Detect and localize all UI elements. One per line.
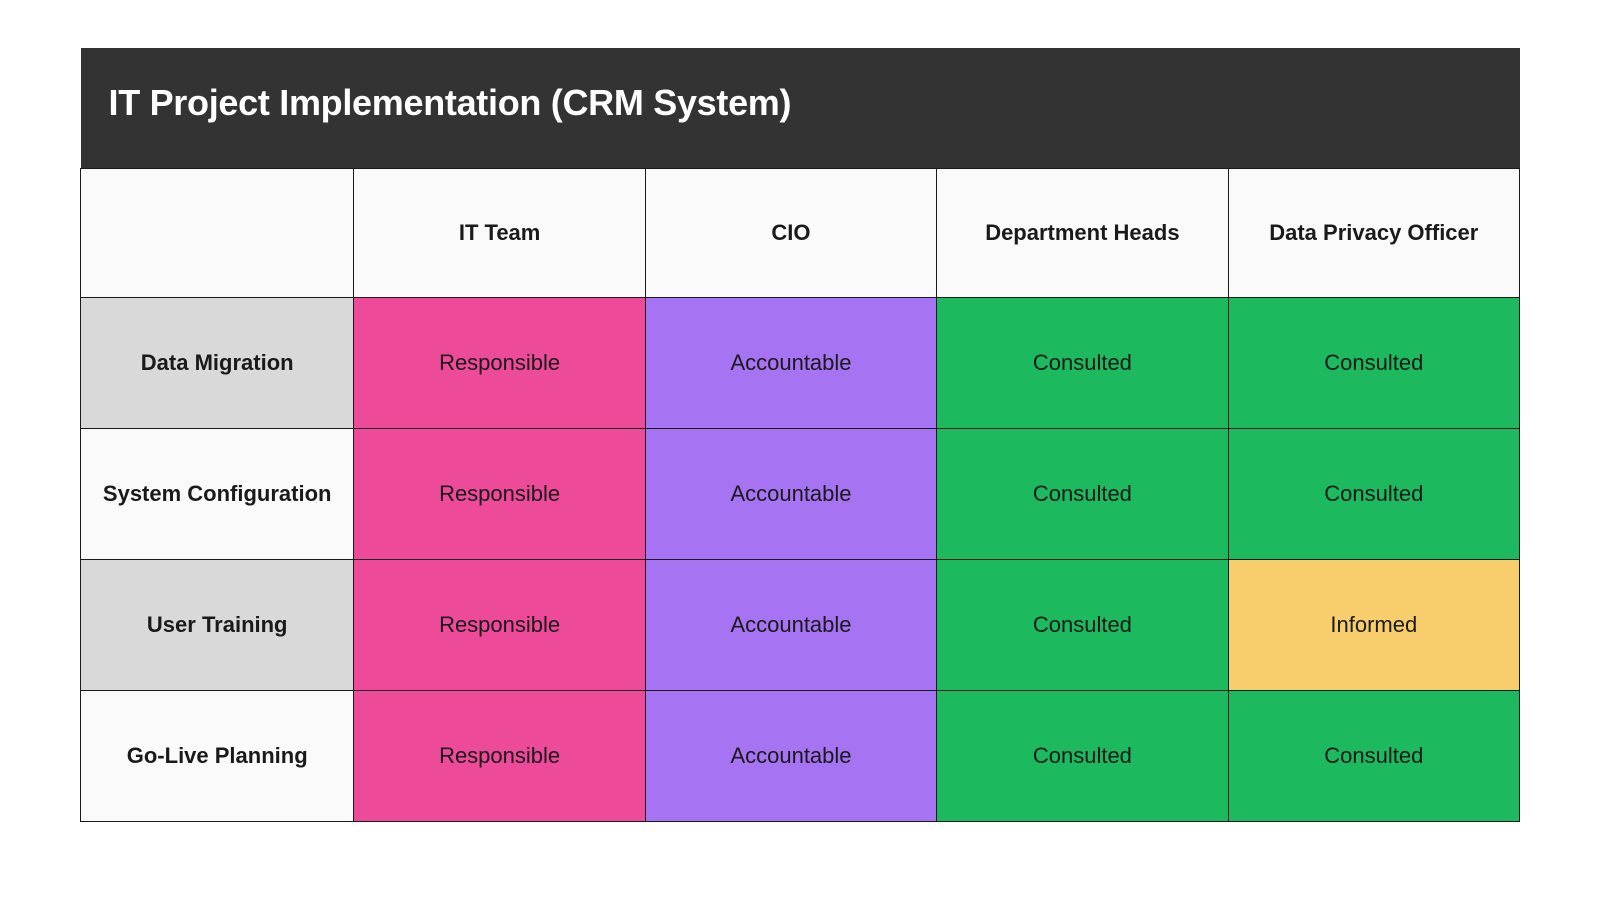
raci-cell: Consulted (937, 429, 1228, 560)
raci-cell: Consulted (1228, 691, 1519, 822)
column-header-cio: CIO (645, 169, 936, 298)
column-header-department-heads: Department Heads (937, 169, 1228, 298)
table-row: Data Migration Responsible Accountable C… (81, 298, 1520, 429)
raci-cell: Responsible (354, 429, 645, 560)
column-header-it-team: IT Team (354, 169, 645, 298)
raci-cell: Consulted (1228, 298, 1519, 429)
title-row: IT Project Implementation (CRM System) (81, 48, 1520, 169)
raci-cell: Accountable (645, 691, 936, 822)
raci-cell: Accountable (645, 429, 936, 560)
row-header-user-training: User Training (81, 560, 354, 691)
raci-cell: Consulted (937, 298, 1228, 429)
raci-cell: Consulted (1228, 429, 1519, 560)
raci-cell: Consulted (937, 560, 1228, 691)
corner-empty-cell (81, 169, 354, 298)
raci-cell: Responsible (354, 298, 645, 429)
table-row: System Configuration Responsible Account… (81, 429, 1520, 560)
raci-cell: Informed (1228, 560, 1519, 691)
raci-canvas: IT Project Implementation (CRM System) I… (0, 0, 1600, 900)
row-header-system-configuration: System Configuration (81, 429, 354, 560)
raci-cell: Accountable (645, 298, 936, 429)
raci-table: IT Project Implementation (CRM System) I… (80, 48, 1520, 822)
column-header-data-privacy-officer: Data Privacy Officer (1228, 169, 1519, 298)
raci-cell: Responsible (354, 691, 645, 822)
column-header-row: IT Team CIO Department Heads Data Privac… (81, 169, 1520, 298)
table-title: IT Project Implementation (CRM System) (109, 82, 792, 123)
row-header-data-migration: Data Migration (81, 298, 354, 429)
title-cell: IT Project Implementation (CRM System) (81, 48, 1520, 169)
row-header-go-live-planning: Go-Live Planning (81, 691, 354, 822)
table-row: Go-Live Planning Responsible Accountable… (81, 691, 1520, 822)
raci-cell: Accountable (645, 560, 936, 691)
table-row: User Training Responsible Accountable Co… (81, 560, 1520, 691)
raci-cell: Responsible (354, 560, 645, 691)
raci-cell: Consulted (937, 691, 1228, 822)
